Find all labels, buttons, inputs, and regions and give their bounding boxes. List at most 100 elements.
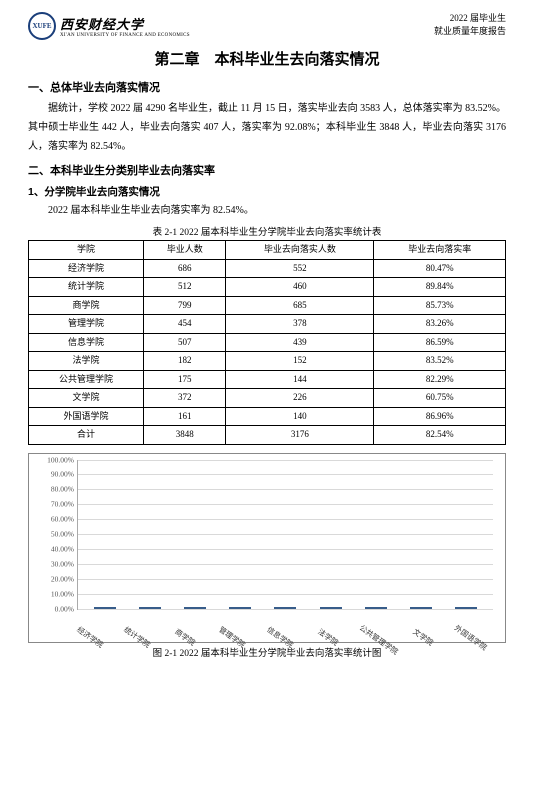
chart-y-label: 80.00%	[36, 485, 74, 494]
table-cell: 商学院	[29, 296, 144, 315]
section1-paragraph: 据统计，学校 2022 届 4290 名毕业生，截止 11 月 15 日，落实毕…	[28, 99, 506, 156]
university-seal-icon: XUFE	[28, 12, 56, 40]
table-cell: 512	[144, 278, 226, 297]
table-row: 商学院79968585.73%	[29, 296, 506, 315]
bar-chart: 0.00%10.00%20.00%30.00%40.00%50.00%60.00…	[28, 453, 506, 643]
table-row: 经济学院68655280.47%	[29, 259, 506, 278]
table-cell: 507	[144, 333, 226, 352]
chart-gridline	[78, 474, 493, 475]
table-cell: 60.75%	[374, 389, 506, 408]
table-cell: 552	[226, 259, 374, 278]
chart-y-label: 60.00%	[36, 515, 74, 524]
chart-gridline	[78, 519, 493, 520]
table-cell: 454	[144, 315, 226, 334]
table-cell: 685	[226, 296, 374, 315]
table-body: 经济学院68655280.47%统计学院51246089.84%商学院79968…	[29, 259, 506, 444]
table-cell: 法学院	[29, 352, 144, 371]
table-cell: 管理学院	[29, 315, 144, 334]
table-col-header: 毕业去向落实率	[374, 241, 506, 260]
table-cell: 82.29%	[374, 370, 506, 389]
chart-y-label: 10.00%	[36, 589, 74, 598]
table-cell: 80.47%	[374, 259, 506, 278]
table-cell: 经济学院	[29, 259, 144, 278]
table-cell: 439	[226, 333, 374, 352]
chart-x-label: 文学院	[394, 622, 441, 667]
table-cell: 文学院	[29, 389, 144, 408]
table-row: 统计学院51246089.84%	[29, 278, 506, 297]
table-cell: 175	[144, 370, 226, 389]
table-cell: 83.26%	[374, 315, 506, 334]
table-cell: 82.54%	[374, 426, 506, 445]
table-cell: 统计学院	[29, 278, 144, 297]
chart-x-labels: 经济学院统计学院商学院管理学院信息学院法学院公共管理学院文学院外国语学院	[71, 614, 499, 644]
table-col-header: 学院	[29, 241, 144, 260]
table-row: 法学院18215283.52%	[29, 352, 506, 371]
table-cell: 85.73%	[374, 296, 506, 315]
chart-x-label: 经济学院	[61, 622, 108, 667]
chart-gridline	[78, 534, 493, 535]
table-cell: 152	[226, 352, 374, 371]
table-row: 公共管理学院17514482.29%	[29, 370, 506, 389]
header-right-line2: 就业质量年度报告	[434, 25, 506, 38]
table-cell: 83.52%	[374, 352, 506, 371]
table-cell: 460	[226, 278, 374, 297]
chart-y-label: 100.00%	[36, 455, 74, 464]
table-row: 外国语学院16114086.96%	[29, 407, 506, 426]
chart-x-label: 商学院	[156, 622, 203, 667]
chart-y-label: 30.00%	[36, 559, 74, 568]
table-cell: 226	[226, 389, 374, 408]
chart-x-label: 法学院	[299, 622, 346, 667]
table-col-header: 毕业去向落实人数	[226, 241, 374, 260]
chart-y-label: 50.00%	[36, 530, 74, 539]
chart-gridline	[78, 549, 493, 550]
section2-line: 2022 届本科毕业生毕业去向落实率为 82.54%。	[28, 201, 506, 220]
chapter-title: 第二章 本科毕业生去向落实情况	[28, 48, 506, 69]
chart-gridline	[78, 564, 493, 565]
logo-block: XUFE 西安财经大学 XI'AN UNIVERSITY OF FINANCE …	[28, 12, 190, 40]
section1-heading: 一、总体毕业去向落实情况	[28, 79, 506, 95]
university-name-cn: 西安财经大学	[60, 14, 190, 33]
section2-sub1: 1、分学院毕业去向落实情况	[28, 184, 506, 199]
table-cell: 3176	[226, 426, 374, 445]
chart-gridline	[78, 579, 493, 580]
table-cell: 372	[144, 389, 226, 408]
table-cell: 合计	[29, 426, 144, 445]
chart-y-label: 40.00%	[36, 544, 74, 553]
table-cell: 686	[144, 259, 226, 278]
table-cell: 378	[226, 315, 374, 334]
chart-y-label: 90.00%	[36, 470, 74, 479]
table-cell: 89.84%	[374, 278, 506, 297]
chart-gridline	[78, 460, 493, 461]
chart-gridline	[78, 609, 493, 610]
table-header-row: 学院毕业人数毕业去向落实人数毕业去向落实率	[29, 241, 506, 260]
table-cell: 799	[144, 296, 226, 315]
chart-plot-area: 0.00%10.00%20.00%30.00%40.00%50.00%60.00…	[77, 460, 493, 610]
table-caption: 表 2-1 2022 届本科毕业生分学院毕业去向落实率统计表	[28, 224, 506, 238]
table-row: 管理学院45437883.26%	[29, 315, 506, 334]
page-header: XUFE 西安财经大学 XI'AN UNIVERSITY OF FINANCE …	[28, 12, 506, 40]
logo-text: 西安财经大学 XI'AN UNIVERSITY OF FINANCE AND E…	[60, 14, 190, 38]
chart-y-label: 70.00%	[36, 500, 74, 509]
table-col-header: 毕业人数	[144, 241, 226, 260]
table-cell: 3848	[144, 426, 226, 445]
table-cell: 信息学院	[29, 333, 144, 352]
chart-gridline	[78, 489, 493, 490]
chart-x-label: 信息学院	[251, 622, 298, 667]
table-row: 信息学院50743986.59%	[29, 333, 506, 352]
table-row: 文学院37222660.75%	[29, 389, 506, 408]
table-cell: 外国语学院	[29, 407, 144, 426]
chart-x-label: 统计学院	[109, 622, 156, 667]
table-cell: 161	[144, 407, 226, 426]
table-cell: 140	[226, 407, 374, 426]
section2-heading: 二、本科毕业生分类别毕业去向落实率	[28, 162, 506, 178]
table-cell: 86.59%	[374, 333, 506, 352]
header-right-line1: 2022 届毕业生	[434, 12, 506, 25]
university-name-en: XI'AN UNIVERSITY OF FINANCE AND ECONOMIC…	[60, 33, 190, 38]
chart-x-label: 管理学院	[204, 622, 251, 667]
chart-y-label: 20.00%	[36, 574, 74, 583]
header-right: 2022 届毕业生 就业质量年度报告	[434, 12, 506, 37]
table-cell: 144	[226, 370, 374, 389]
chart-x-label: 外国语学院	[441, 622, 488, 667]
chart-x-label: 公共管理学院	[346, 622, 393, 667]
chart-gridline	[78, 504, 493, 505]
